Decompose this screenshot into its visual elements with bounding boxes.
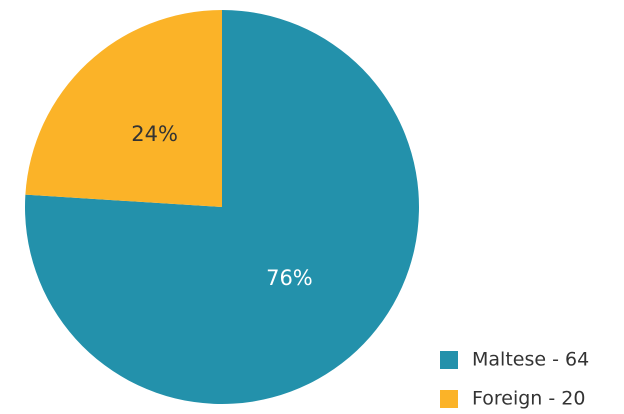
- legend-swatch: [440, 390, 458, 408]
- slice-label: 24%: [131, 122, 178, 146]
- legend-label: Maltese - 64: [472, 349, 589, 371]
- slice-label: 76%: [266, 266, 313, 290]
- legend-swatch: [440, 351, 458, 369]
- pie-slice: [24, 10, 419, 405]
- legend-label: Foreign - 20: [472, 388, 585, 410]
- pie-slice: [25, 10, 223, 207]
